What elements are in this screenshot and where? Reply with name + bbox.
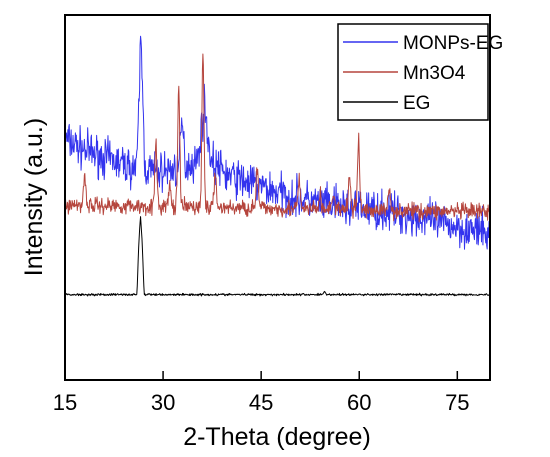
- series-line-1: [64, 53, 491, 223]
- legend-label: Mn3O4: [403, 63, 466, 84]
- series-line-2: [64, 216, 491, 297]
- x-tick-label: 45: [249, 390, 273, 415]
- x-tick-label: 60: [347, 390, 371, 415]
- plot-frame: [64, 14, 491, 381]
- y-axis-title: Intensity (a.u.): [20, 118, 48, 276]
- legend-label: EG: [403, 93, 430, 114]
- x-tick-label: 15: [53, 390, 77, 415]
- series-layer: [64, 35, 491, 297]
- series-line-0: [64, 35, 491, 250]
- x-tick-label: 30: [151, 390, 175, 415]
- x-axis-ticks: 15 30 45 60 75: [53, 371, 470, 415]
- legend: MONPs-EG Mn3O4 EG: [337, 23, 503, 121]
- x-axis-title: 2-Theta (degree): [183, 423, 371, 451]
- legend-label: MONPs-EG: [403, 33, 503, 54]
- x-tick-label: 75: [445, 390, 469, 415]
